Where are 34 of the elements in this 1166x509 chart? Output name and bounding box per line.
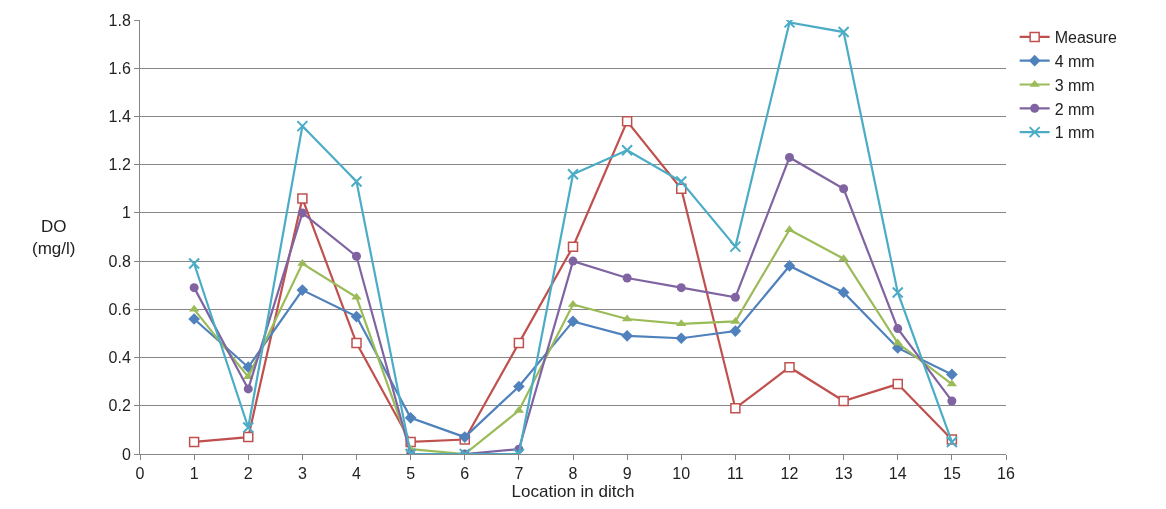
x-tick-label: 14 xyxy=(888,465,907,483)
x-tick-label: 5 xyxy=(406,465,416,483)
y-tick-label: 1.2 xyxy=(108,156,131,174)
y-tick-label: 1.6 xyxy=(108,59,131,77)
y-tick-label: 0.8 xyxy=(108,252,131,270)
x-tick-label: 6 xyxy=(460,465,470,483)
x-tick-label: 12 xyxy=(780,465,799,483)
y-tick-label: 0.6 xyxy=(108,300,131,318)
y-tick-label: 1.4 xyxy=(108,108,131,126)
legend-label: 3 mm xyxy=(1054,76,1095,94)
legend-label: 4 mm xyxy=(1054,52,1095,70)
x-tick-label: 8 xyxy=(568,465,578,483)
x-tick-label: 2 xyxy=(243,465,253,483)
x-tick-label: 1 xyxy=(189,465,199,483)
legend-label: Measure xyxy=(1054,29,1118,47)
x-tick-label: 15 xyxy=(942,465,961,483)
x-axis-title: Location in ditch xyxy=(511,482,635,502)
y-tick-label: 0.2 xyxy=(108,397,131,415)
legend-label: 2 mm xyxy=(1054,100,1095,118)
x-tick-label: 11 xyxy=(727,465,744,483)
x-tick-label: 0 xyxy=(135,465,145,483)
x-tick-label: 4 xyxy=(352,465,362,483)
x-tick-label: 13 xyxy=(834,465,853,483)
y-tick-label: 0.4 xyxy=(108,349,131,367)
y-axis-title: DO (mg/l) xyxy=(32,217,76,259)
legend-label: 1 mm xyxy=(1054,124,1095,142)
x-tick-label: 10 xyxy=(672,465,691,483)
x-tick-label: 16 xyxy=(997,465,1015,483)
x-tick-label: 3 xyxy=(297,465,307,483)
y-tick-label: 1 xyxy=(121,204,131,222)
x-tick-label: 7 xyxy=(514,465,524,483)
y-tick-label: 1.8 xyxy=(108,11,131,29)
x-tick-label: 9 xyxy=(622,465,632,483)
y-tick-label: 0 xyxy=(121,445,131,463)
